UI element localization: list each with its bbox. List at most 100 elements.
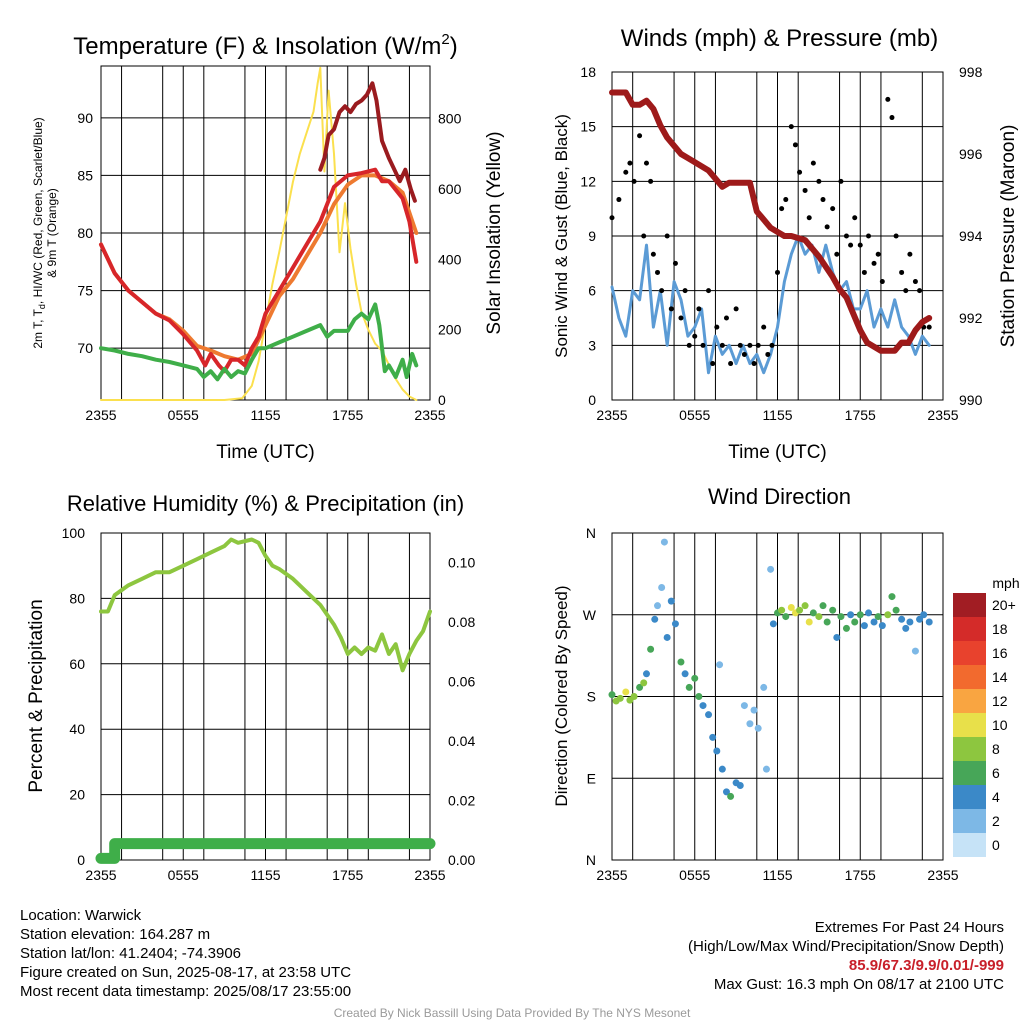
dir-point: [801, 602, 809, 610]
winds-gust-point: [788, 124, 794, 130]
dir-point: [782, 613, 790, 621]
dir-point: [622, 688, 630, 696]
winds-gust-point: [861, 269, 867, 275]
station-elevation: Station elevation: 164.287 m: [20, 926, 211, 943]
winds-x-axis-title: Time (UTC): [728, 442, 827, 463]
winds-gust-point: [820, 197, 826, 203]
dir-y-axis-title: Direction (Colored By Speed): [552, 585, 571, 806]
dir-point: [860, 622, 868, 630]
dir-point: [663, 633, 671, 641]
winds-gust-point: [885, 96, 891, 102]
winds-gust-point: [810, 160, 816, 166]
winds-y-axis-title: Sonic Wind & Gust (Blue, Black): [552, 114, 571, 358]
temp-y2-tick-label: 0: [438, 392, 446, 408]
dir-point: [660, 538, 668, 546]
winds-gust-point: [741, 351, 747, 357]
winds-gust-point: [857, 242, 863, 248]
winds-gust-point: [926, 324, 932, 330]
extremes-title: Extremes For Past 24 Hours: [814, 919, 1004, 936]
dir-point: [709, 733, 717, 741]
winds-pressure-line: [609, 89, 933, 354]
dir-point: [878, 622, 886, 630]
dir-point: [760, 683, 768, 691]
figure-created: Figure created on Sun, 2025-08-17, at 23…: [20, 964, 352, 981]
winds-gust-point: [775, 269, 780, 275]
winds-y2-tick-label: 992: [959, 310, 983, 326]
dir-point: [898, 615, 906, 623]
winds-gust-point: [650, 251, 656, 257]
winds-gust-point: [917, 288, 923, 294]
temp-y-axis-title-1: 2m T, Td, HI/WC (Red, Green, Scarlet/Blu…: [31, 117, 47, 348]
dir-x-tick-label: 1755: [845, 867, 876, 883]
temp-x-tick-label: 2355: [414, 407, 445, 423]
colorbar-swatch: [953, 617, 986, 641]
winds-gust-point: [852, 215, 858, 221]
recent-timestamp: Most recent data timestamp: 2025/08/17 2…: [20, 983, 352, 1000]
dir-point: [819, 602, 827, 610]
winds-gust-point: [889, 115, 895, 121]
dir-y-tick-label: N: [586, 852, 596, 868]
winds-y2-tick-label: 994: [959, 228, 983, 244]
winds-y-tick-label: 3: [588, 337, 596, 353]
winds-gust-point: [696, 306, 702, 312]
winds-gust-point: [714, 324, 720, 330]
dir-point: [837, 613, 845, 621]
winds-gust-point: [830, 206, 836, 212]
winds-gust-point: [664, 233, 670, 239]
dir-point: [746, 720, 754, 728]
dir-point: [833, 633, 841, 641]
winds-gust-point: [802, 187, 808, 193]
winds-gust-point: [627, 160, 633, 166]
winds-gust-point: [824, 224, 830, 230]
dir-point: [754, 724, 762, 732]
dir-x-tick-label: 2355: [927, 867, 958, 883]
colorbar-swatch: [953, 689, 986, 713]
winds-y2-axis-title: Station Pressure (Maroon): [998, 125, 1019, 348]
dir-point: [716, 661, 724, 669]
colorbar-label: 8: [992, 741, 1000, 757]
dir-point: [677, 658, 685, 666]
station-latlon: Station lat/lon: 41.2404; -74.3906: [20, 945, 242, 962]
winds-gust-point: [747, 342, 753, 348]
rh-y-tick-label: 100: [62, 525, 86, 541]
rh-y-tick-label: 40: [69, 721, 85, 737]
winds-y-tick-label: 18: [580, 64, 596, 80]
dir-point: [870, 618, 878, 626]
winds-gust-point: [755, 342, 761, 348]
temp-y2-tick-label: 600: [438, 181, 462, 197]
credit-line: Created By Nick Bassill Using Data Provi…: [333, 1006, 691, 1020]
winds-y2-tick-label: 990: [959, 392, 983, 408]
dir-point: [769, 620, 777, 628]
dir-point: [667, 597, 675, 605]
dir-point: [920, 611, 928, 619]
winds-y-tick-label: 12: [580, 173, 596, 189]
dir-point: [856, 611, 864, 619]
temp-y2-tick-label: 200: [438, 322, 462, 338]
temp-y2-tick-label: 800: [438, 111, 462, 127]
winds-gust-point: [659, 288, 665, 294]
winds-gust-point: [706, 288, 712, 294]
winds-y2-tick-label: 998: [959, 64, 983, 80]
winds-gust-point: [848, 242, 854, 248]
winds-gust-point: [723, 315, 729, 321]
dir-y-tick-label: N: [586, 525, 596, 541]
dir-point: [705, 711, 713, 719]
precip-line: [95, 838, 436, 864]
winds-gust-point: [609, 215, 615, 221]
winds-gust-point: [682, 288, 688, 294]
dir-point: [823, 618, 831, 626]
winds-gust-point: [843, 233, 849, 239]
winds-gust-point: [710, 361, 716, 367]
winds-gust-point: [866, 233, 872, 239]
winds-gust-point: [648, 178, 654, 184]
temp-x-tick-label: 2355: [85, 407, 116, 423]
rh-y-tick-label: 60: [69, 656, 85, 672]
colorbar-label: 4: [992, 789, 1000, 805]
dir-point: [767, 565, 775, 573]
colorbar-label: 10: [992, 717, 1008, 733]
colorbar-label: 6: [992, 765, 1000, 781]
colorbar-swatch: [953, 713, 986, 737]
colorbar-swatch: [953, 833, 986, 857]
dir-point: [892, 606, 900, 614]
dir-point: [847, 611, 855, 619]
